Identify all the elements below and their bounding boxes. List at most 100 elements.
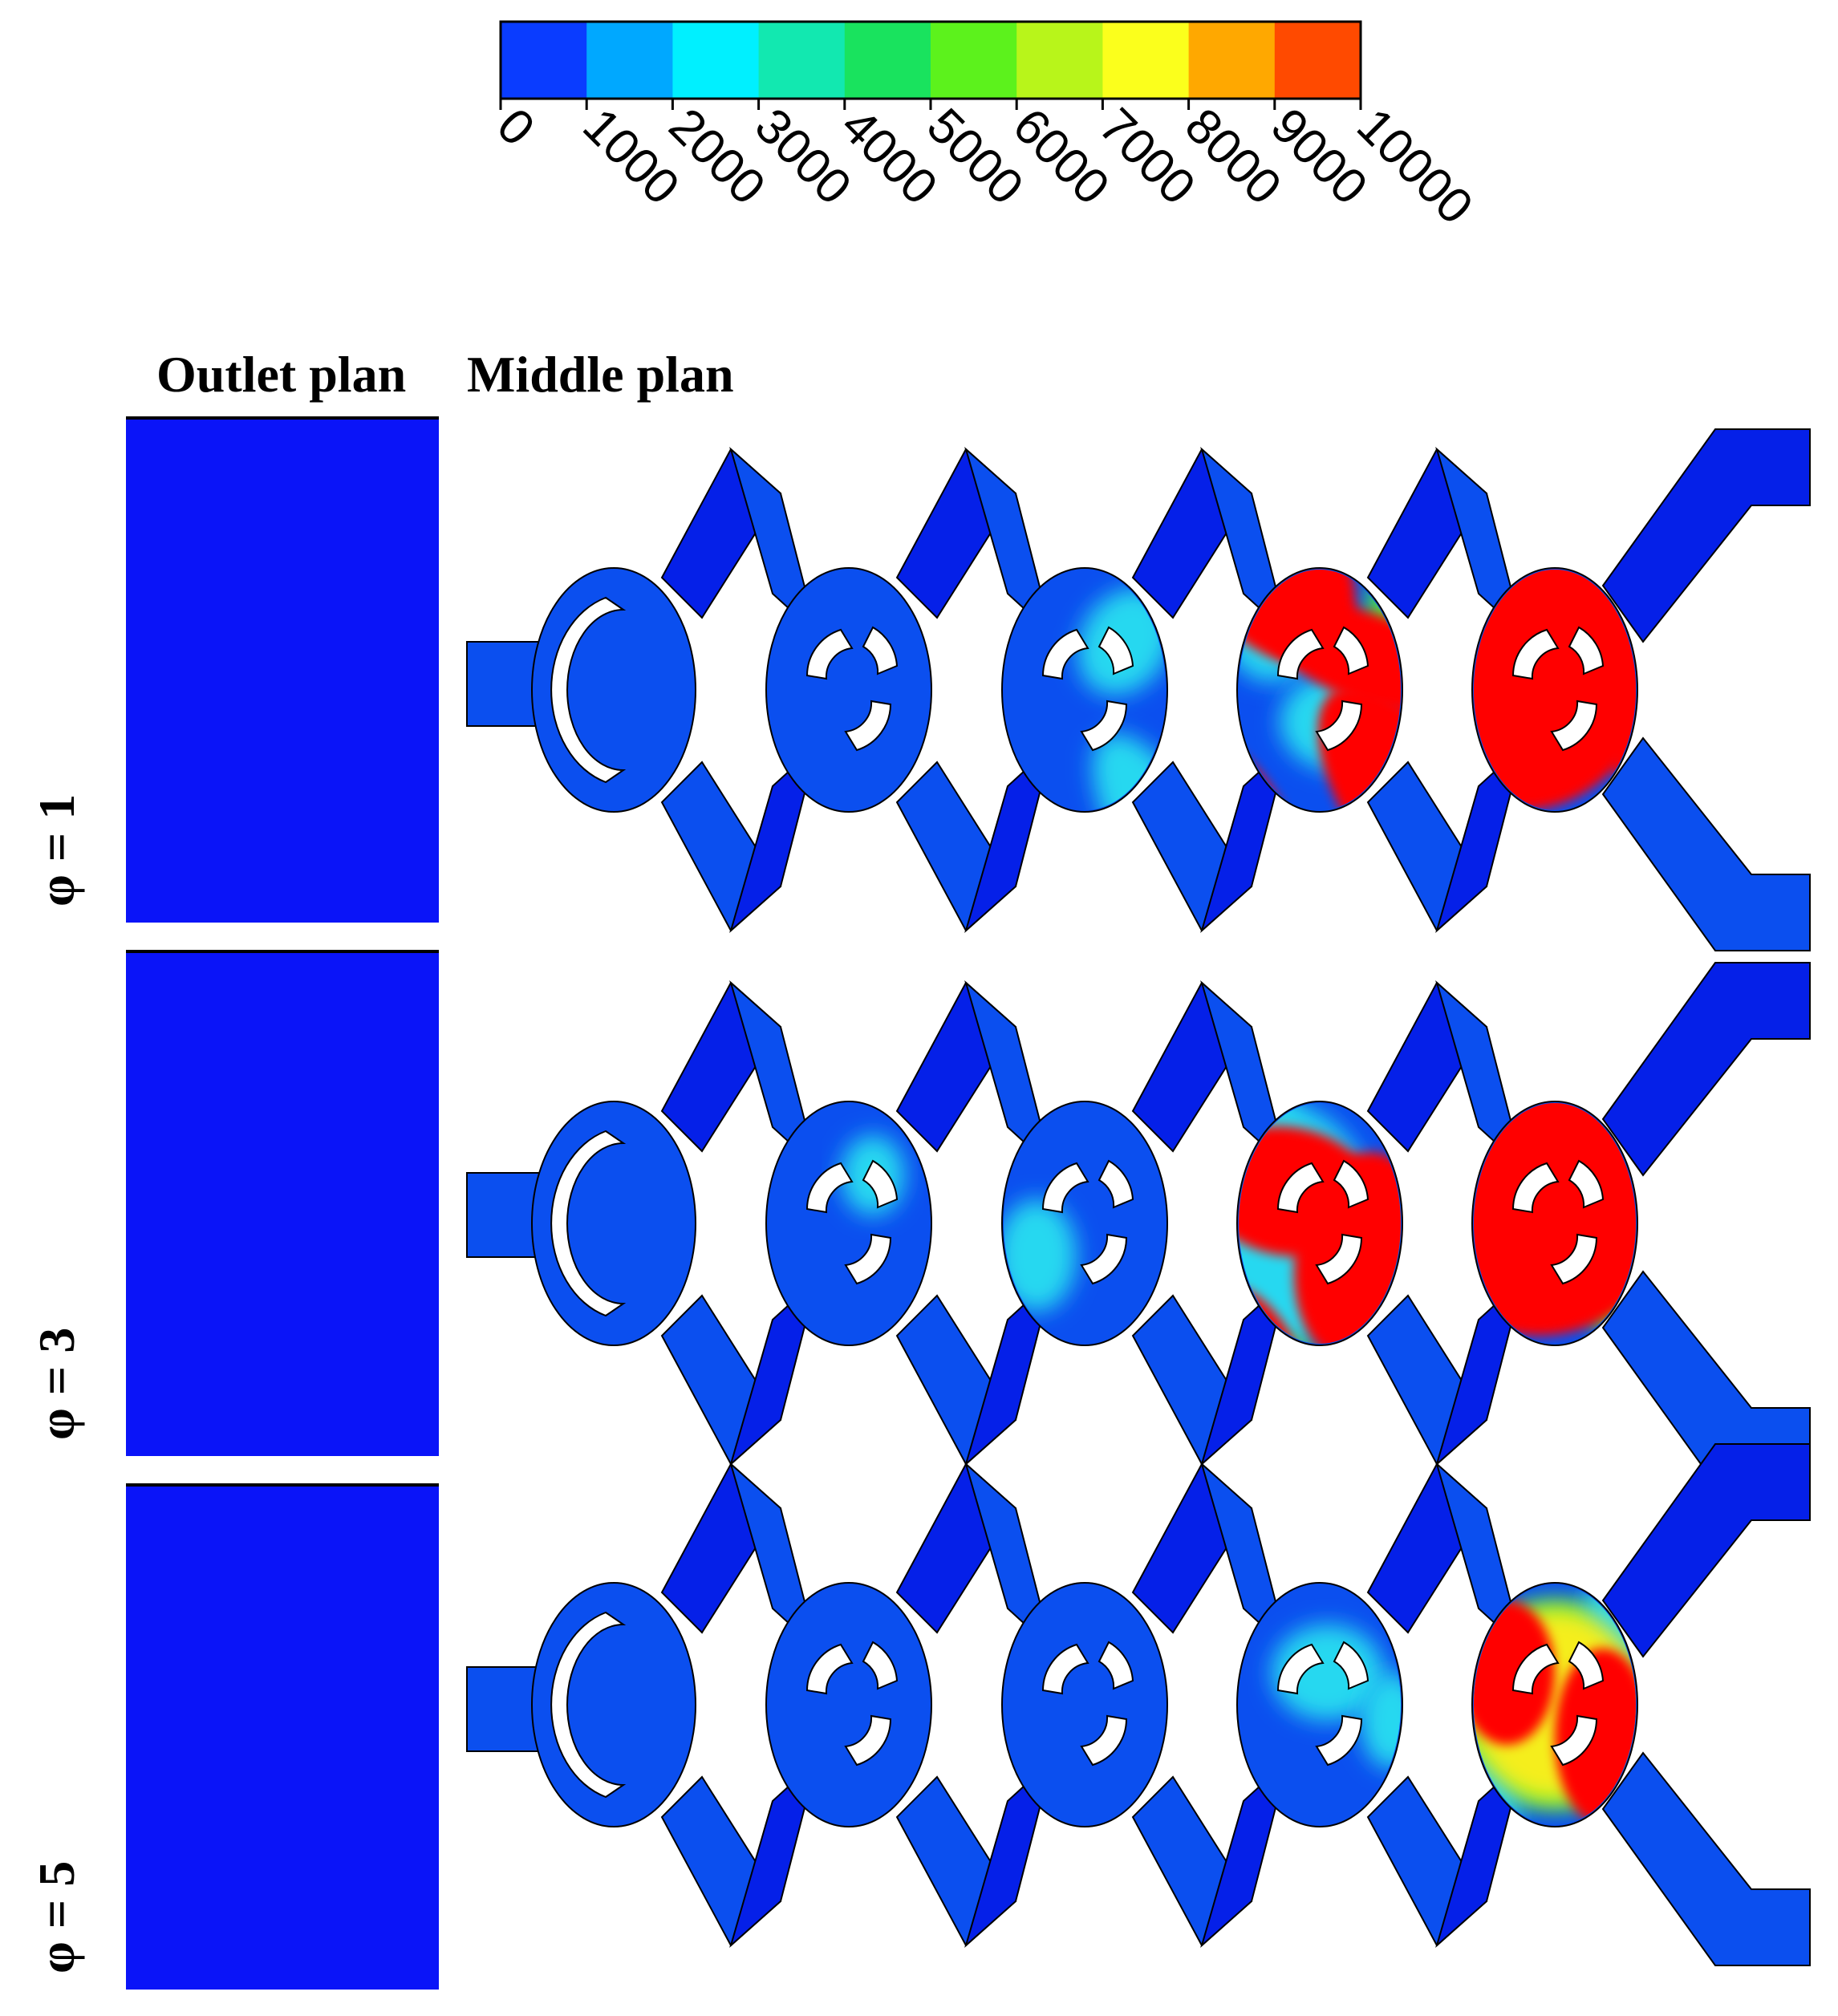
outlet-plan-heading: Outlet plan: [156, 346, 406, 403]
outlet-channel-lower: [1601, 1751, 1811, 1966]
colorbar-tick-label: 2000: [659, 98, 776, 215]
panel-row: φ = 3: [28, 950, 1811, 1485]
slot: [1511, 1162, 1560, 1214]
mixer-disc: [1001, 567, 1168, 813]
colorbar-tick-label: 7000: [1089, 98, 1206, 215]
slot: [1276, 1162, 1325, 1214]
slot: [862, 1159, 899, 1209]
colorbar-cell: [1016, 22, 1103, 99]
colorbar-tick-label: 9000: [1260, 98, 1377, 215]
slot: [1098, 626, 1134, 675]
mixer-unit: [531, 567, 696, 813]
row-label: φ = 5: [28, 1861, 85, 1973]
colorbar-cell: [501, 22, 587, 99]
colorbar-ticks: 0 100020003000400050006000700080009000100…: [486, 98, 1483, 235]
slot: [1511, 628, 1560, 680]
slot: [1041, 1643, 1089, 1695]
slot: [1080, 700, 1128, 752]
slot: [550, 1611, 627, 1799]
slot: [805, 628, 854, 680]
slot: [1333, 1641, 1369, 1690]
panel-rows: φ = 1 φ = 3 φ = 5: [28, 416, 1811, 1990]
panel-row: φ = 5: [28, 1443, 1811, 1990]
field-blob: [1272, 1625, 1384, 1721]
outlet-plan-panel: [126, 417, 439, 923]
outlet-plan-panel: [126, 951, 439, 1456]
slot: [1550, 1233, 1598, 1285]
slot: [1315, 700, 1363, 752]
slot: [1080, 1714, 1128, 1767]
mixer-unit: [531, 1101, 696, 1346]
slot: [1333, 626, 1369, 675]
mixer-unit: [1001, 1582, 1168, 1827]
slot: [550, 596, 627, 784]
slot: [1511, 1643, 1560, 1695]
colorbar-tick-label: 5000: [916, 98, 1033, 215]
colorbar-cell: [758, 22, 846, 99]
colorbar-tick-label: 0: [486, 98, 545, 156]
mixer-unit: [765, 567, 932, 813]
middle-plan-panel: [466, 1443, 1811, 1966]
slot: [1333, 1159, 1369, 1209]
row-label: φ = 3: [28, 1328, 85, 1440]
colorbar-cell: [672, 22, 760, 99]
outlet-channel-upper: [1601, 1443, 1811, 1658]
colorbar-cell: [1102, 22, 1190, 99]
mixer-unit: [1236, 1582, 1403, 1827]
row-label: φ = 1: [28, 794, 85, 907]
concentration-field: [1004, 1199, 1077, 1344]
middle-plan-panel: [466, 428, 1811, 951]
mixer-unit: [1236, 1101, 1403, 1346]
colorbar-tick-label: 3000: [745, 98, 862, 215]
field-blob: [1268, 602, 1401, 713]
mixer-disc: [765, 1101, 932, 1346]
slot: [1276, 1643, 1325, 1695]
field-blob: [1004, 1199, 1077, 1312]
slot: [1568, 626, 1605, 675]
mixer-unit: [765, 1101, 932, 1346]
outlet-channel-lower: [1601, 736, 1811, 951]
slot: [1568, 1641, 1605, 1690]
slot: [550, 1130, 627, 1317]
colorbar-cell: [1274, 22, 1361, 99]
slot: [1041, 628, 1089, 680]
colorbar-cell: [931, 22, 1017, 99]
mixer-unit: [531, 1582, 696, 1827]
middle-plan-panel: [466, 962, 1811, 1485]
concentration-field: [1272, 1625, 1401, 1769]
colorbar-cell: [1188, 22, 1276, 99]
mixer-disc: [1001, 1582, 1168, 1827]
slot: [1568, 1159, 1605, 1209]
colorbar-cells: [501, 22, 1361, 99]
slot: [844, 1714, 892, 1767]
colorbar: 0 100020003000400050006000700080009000100…: [486, 20, 1483, 235]
slot: [1098, 1159, 1134, 1209]
slot: [1276, 628, 1325, 680]
mixer-unit: [765, 1582, 932, 1827]
field-blob: [1317, 686, 1401, 810]
outlet-plan-panel: [126, 1484, 439, 1990]
slot: [1315, 1233, 1363, 1285]
field-blob: [1092, 733, 1166, 810]
colorbar-tick-label: 6000: [1002, 98, 1119, 215]
slot: [844, 700, 892, 752]
middle-plan-heading: Middle plan: [467, 346, 734, 403]
slot: [844, 1233, 892, 1285]
outlet-channel-upper: [1601, 428, 1811, 643]
slot: [805, 1643, 854, 1695]
slot: [1550, 1714, 1598, 1767]
colorbar-tick-label: 1000: [572, 98, 689, 215]
outlet-channel-upper: [1601, 962, 1811, 1177]
slot: [862, 1641, 899, 1690]
mixer-disc: [765, 1582, 932, 1827]
slot: [862, 626, 899, 675]
colorbar-cell: [586, 22, 673, 99]
slot: [1315, 1714, 1363, 1767]
slot: [1080, 1233, 1128, 1285]
colorbar-cell: [844, 22, 931, 99]
panel-row: φ = 1: [28, 416, 1811, 951]
mixer-unit: [1001, 1101, 1168, 1346]
field-blob: [1360, 1673, 1401, 1769]
mixer-unit: [1001, 567, 1168, 813]
